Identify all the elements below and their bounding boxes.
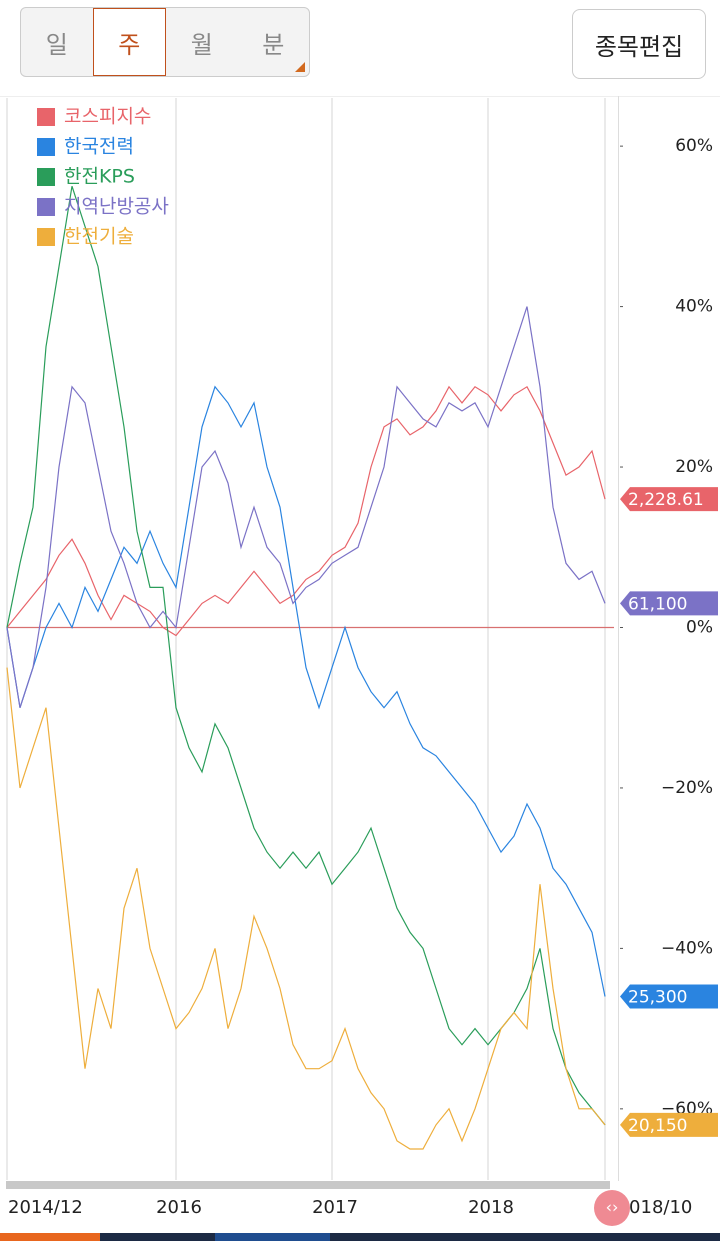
period-tabs: 일 주 월 분 xyxy=(20,7,310,77)
edit-button[interactable]: 종목편집 xyxy=(572,9,706,79)
legend-swatch xyxy=(37,108,55,126)
x-tick-label: 2018/10 xyxy=(618,1197,693,1218)
series-line xyxy=(6,385,606,997)
y-tick-label: −40% xyxy=(661,938,713,958)
legend-label: 코스피지수 xyxy=(64,106,151,128)
x-tick-label: 2018 xyxy=(468,1197,514,1218)
legend-label: 한전기술 xyxy=(64,226,134,248)
tab-selected[interactable]: 주 xyxy=(92,8,166,76)
series-line xyxy=(6,385,606,637)
y-tick-label: −20% xyxy=(661,778,713,798)
legend-label: 지역난방공사 xyxy=(64,196,169,218)
legend-swatch xyxy=(37,228,55,246)
x-tick-label: 2014/12 xyxy=(8,1197,83,1218)
last-value-tag xyxy=(620,487,718,512)
x-tick-label: 2016 xyxy=(156,1197,202,1218)
last-value-label: 61,100 xyxy=(628,594,687,614)
scrollbar xyxy=(6,1181,610,1189)
legend-swatch xyxy=(37,198,55,216)
y-tick-label: −60% xyxy=(661,1099,713,1119)
tab[interactable]: 분 xyxy=(238,8,310,76)
last-value-tag xyxy=(620,984,718,1009)
axis-divider xyxy=(618,96,619,1181)
legend-swatch xyxy=(37,168,55,186)
y-tick-label: 60% xyxy=(675,136,713,156)
legend-label: 한국전력 xyxy=(64,136,134,158)
last-value-label: 20,150 xyxy=(628,1116,687,1136)
y-tick-label: 0% xyxy=(686,617,713,637)
last-value-label: 2,228.61 xyxy=(628,490,704,510)
tab-label: 분 xyxy=(262,30,285,59)
series-line xyxy=(6,186,606,1126)
series-line xyxy=(6,306,606,708)
tab[interactable]: 일 xyxy=(45,30,68,59)
bottom-bar-accent xyxy=(215,1233,330,1241)
scroll-handle-icon: ‹› xyxy=(606,1198,619,1217)
bottom-bar xyxy=(0,1233,720,1241)
divider xyxy=(0,96,720,97)
legend-swatch xyxy=(37,138,55,156)
last-value-label: 25,300 xyxy=(628,988,687,1008)
y-tick-label: 20% xyxy=(675,457,713,477)
tab[interactable]: 월 xyxy=(190,30,213,59)
last-value-tag xyxy=(620,1112,718,1137)
corner-mark xyxy=(295,62,305,72)
legend-label: 한전KPS xyxy=(64,166,135,188)
x-tick-label: 2017 xyxy=(312,1197,358,1218)
bottom-bar-accent xyxy=(0,1233,100,1241)
series-line xyxy=(6,667,606,1150)
y-tick-label: 40% xyxy=(675,297,713,317)
scroll-handle[interactable] xyxy=(594,1190,630,1226)
last-value-tag xyxy=(620,591,718,616)
